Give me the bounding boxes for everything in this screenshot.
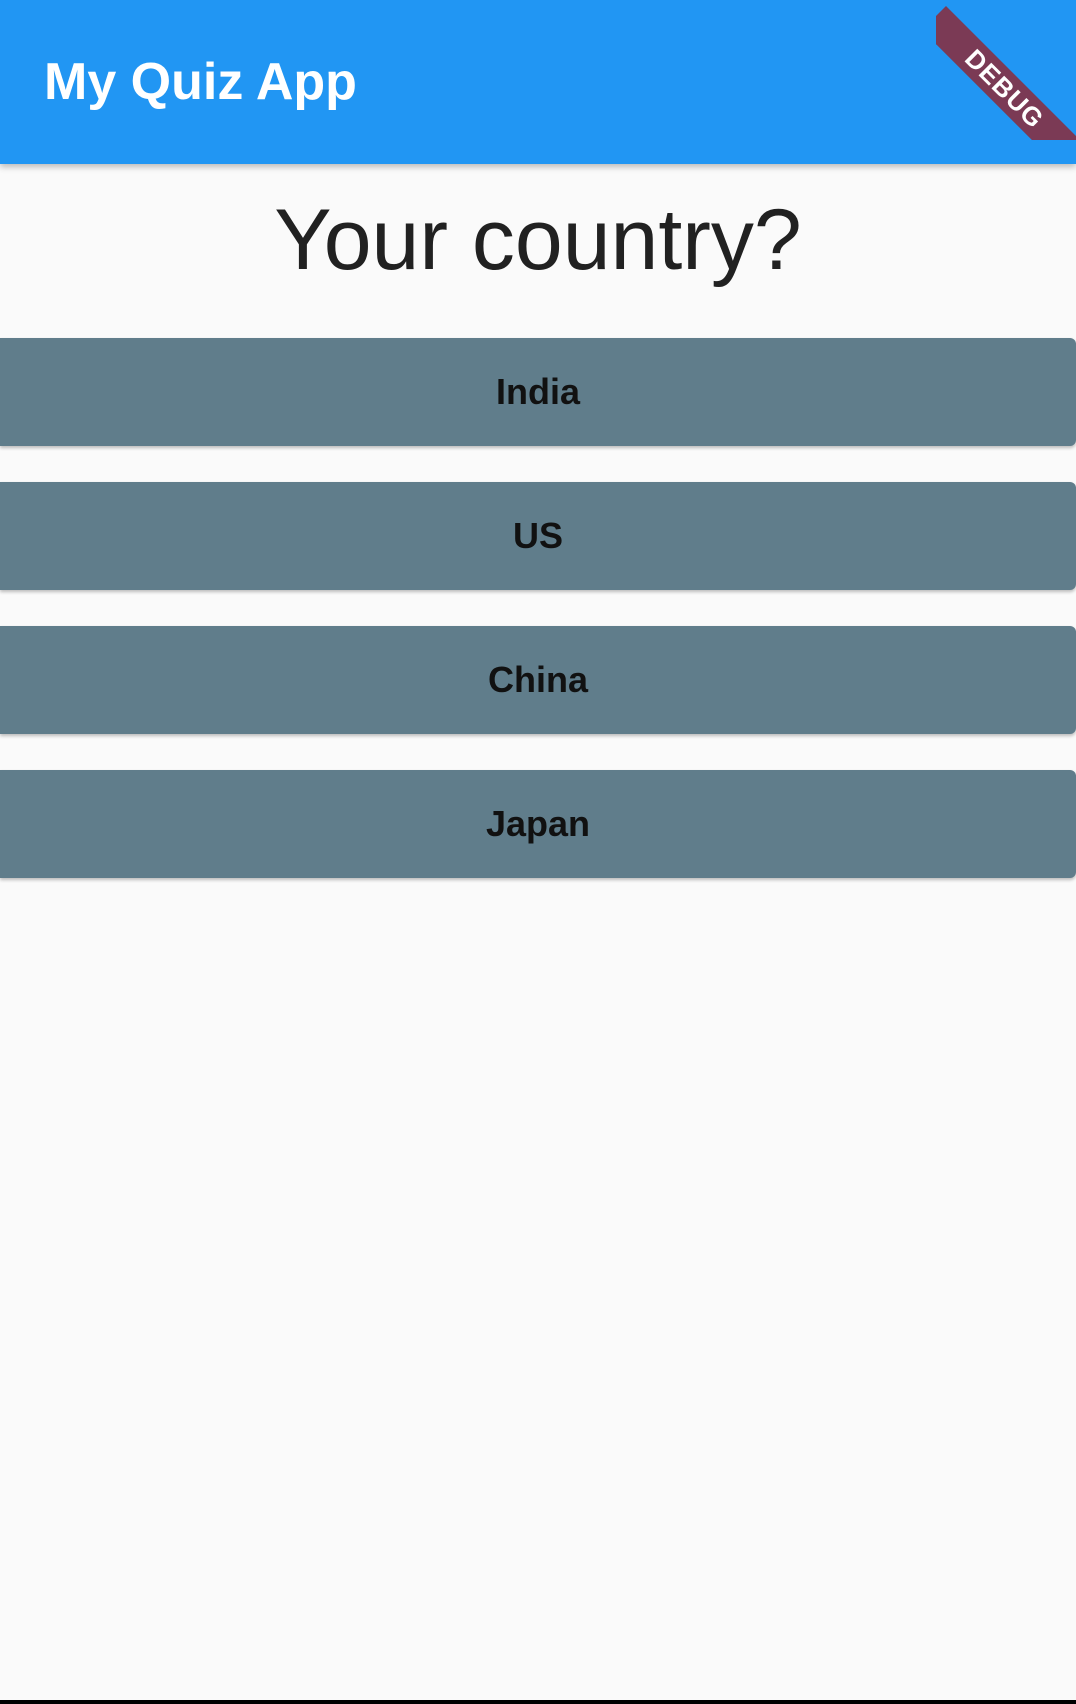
answer-label: China	[487, 659, 588, 700]
answer-button-india[interactable]: India	[0, 338, 1076, 446]
answer-button-china[interactable]: China	[0, 626, 1076, 734]
app-bar: My Quiz App DEBUG	[0, 0, 1076, 164]
answer-button-us[interactable]: US	[0, 482, 1076, 590]
answer-label: India	[495, 371, 580, 412]
answer-label: US	[512, 515, 563, 556]
answer-button-japan[interactable]: Japan	[0, 770, 1076, 878]
answer-label: Japan	[485, 803, 591, 844]
debug-banner: DEBUG	[936, 0, 1076, 140]
question-text: Your country?	[274, 192, 802, 288]
app-title: My Quiz App	[44, 53, 357, 111]
debug-banner-label: DEBUG	[936, 6, 1076, 140]
bottom-edge	[0, 1700, 1076, 1704]
